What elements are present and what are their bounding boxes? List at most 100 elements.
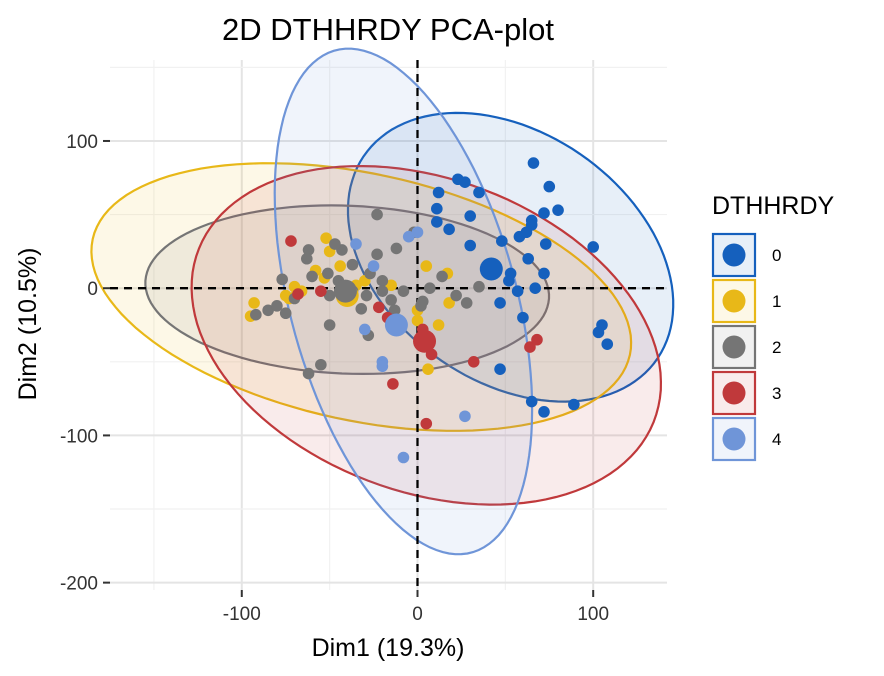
group-centroids	[333, 257, 503, 353]
point-group-2	[360, 289, 373, 302]
point-group-2	[473, 280, 485, 293]
point-group-0	[473, 186, 485, 199]
point-group-4	[411, 226, 424, 239]
point-group-2	[323, 289, 336, 302]
point-group-0	[529, 282, 542, 294]
point-group-0	[601, 338, 614, 350]
point-group-0	[496, 235, 508, 247]
point-group-2	[276, 273, 288, 286]
point-group-0	[527, 157, 540, 169]
point-group-0	[592, 326, 605, 339]
point-group-1	[320, 232, 332, 244]
point-group-3	[524, 341, 536, 353]
point-group-0	[431, 202, 443, 215]
ellipse-group-0	[346, 111, 675, 403]
point-group-0	[538, 267, 550, 280]
point-group-2	[450, 289, 462, 302]
point-group-1	[385, 279, 397, 292]
point-group-3	[387, 378, 399, 390]
point-group-0	[494, 363, 506, 375]
grid	[110, 60, 667, 590]
point-group-4	[376, 360, 389, 373]
legend-label-4: 4	[772, 430, 781, 449]
point-group-2	[323, 319, 336, 331]
point-group-2	[262, 304, 274, 317]
x-tick-label: 100	[577, 604, 609, 625]
point-group-4	[397, 451, 410, 464]
point-group-1	[334, 260, 346, 272]
point-group-4	[459, 410, 471, 423]
point-group-3	[285, 235, 297, 247]
legend-title: DTHHRDY	[712, 192, 835, 220]
point-group-0	[459, 176, 471, 188]
point-group-2	[385, 294, 397, 306]
point-group-4	[367, 260, 380, 272]
point-group-4	[358, 323, 371, 336]
point-group-3	[373, 301, 385, 314]
legend-label-3: 3	[772, 384, 781, 403]
point-group-0	[522, 252, 534, 265]
point-group-0	[587, 241, 600, 253]
point-group-0	[539, 238, 552, 250]
point-group-1	[422, 363, 434, 375]
point-group-2	[315, 358, 327, 371]
data-points	[244, 157, 614, 464]
point-group-0	[538, 207, 550, 219]
point-group-3	[531, 333, 543, 346]
point-group-0	[525, 395, 538, 408]
point-group-2	[376, 275, 389, 287]
legend-swatch-2	[722, 335, 746, 359]
point-group-2	[300, 252, 313, 265]
point-group-2	[279, 307, 292, 320]
confidence-ellipses	[90, 47, 675, 556]
x-axis-title: Dim1 (19.3%)	[312, 634, 465, 662]
legend-label-0: 0	[772, 246, 781, 265]
point-group-2	[355, 303, 368, 315]
point-group-2	[271, 300, 283, 312]
chart-title: 2D DTHHRDY PCA-plot	[222, 12, 554, 47]
point-group-3	[292, 288, 304, 300]
reference-lines	[110, 60, 667, 590]
centroid-group-3	[413, 329, 437, 353]
point-group-2	[306, 270, 318, 283]
point-group-2	[416, 295, 429, 308]
point-group-0	[494, 297, 506, 309]
point-group-2	[388, 304, 401, 317]
point-group-1	[420, 260, 433, 272]
point-group-0	[568, 398, 580, 411]
point-group-2	[250, 308, 262, 321]
y-tick-label: 100	[66, 132, 98, 153]
point-group-0	[517, 311, 529, 324]
point-group-0	[432, 186, 445, 199]
axes: -100 0 100 100 0 -100 -200	[60, 132, 609, 625]
point-group-4	[402, 230, 415, 243]
centroid-group-0	[479, 257, 503, 281]
point-group-0	[431, 216, 443, 228]
point-group-2	[302, 367, 315, 380]
point-group-0	[443, 223, 455, 236]
y-tick-label: 0	[87, 279, 98, 300]
point-group-2	[371, 208, 383, 221]
point-group-2	[460, 297, 473, 309]
point-group-2	[390, 242, 403, 255]
point-group-2	[322, 267, 334, 280]
legend-swatch-4	[722, 427, 746, 451]
y-axis-title: Dim2 (10.5%)	[14, 248, 42, 401]
point-group-1	[279, 289, 292, 302]
x-tick-label: 0	[412, 604, 423, 625]
point-group-2	[346, 258, 359, 271]
legend: DTHHRDY 0 1 2 3 4	[711, 192, 835, 462]
point-group-2	[436, 270, 448, 283]
point-group-2	[371, 248, 383, 261]
point-group-0	[520, 226, 533, 239]
point-group-0	[538, 406, 550, 418]
legend-swatch-1	[722, 289, 746, 313]
ellipse-group-4	[273, 47, 534, 556]
point-group-3	[467, 356, 480, 368]
point-group-2	[329, 238, 341, 250]
legend-label-1: 1	[772, 292, 781, 311]
centroid-group-4	[384, 313, 408, 337]
point-group-0	[552, 204, 564, 216]
centroid-group-2	[333, 279, 357, 303]
